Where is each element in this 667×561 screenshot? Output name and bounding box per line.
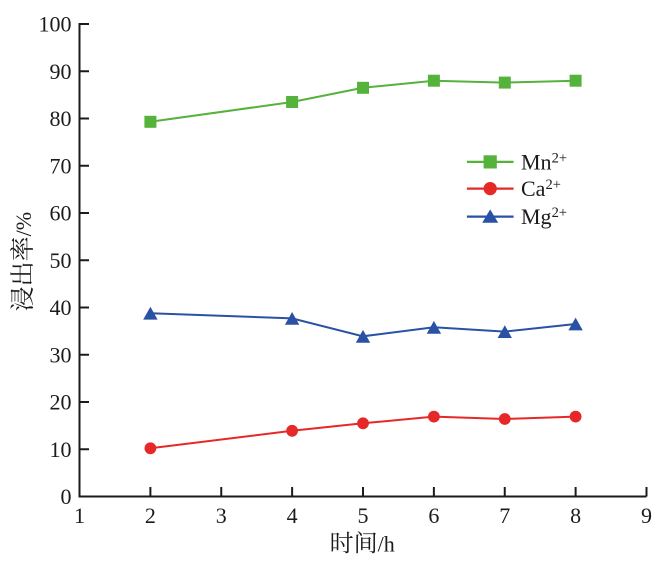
svg-text:6: 6 (428, 503, 439, 528)
svg-text:3: 3 (216, 503, 227, 528)
svg-text:90: 90 (50, 59, 72, 84)
svg-text:4: 4 (287, 503, 298, 528)
svg-text:/h: /h (378, 532, 395, 557)
svg-text:7: 7 (499, 503, 510, 528)
svg-text:/%: /% (11, 212, 36, 236)
svg-text:Mn2+: Mn2+ (521, 149, 567, 174)
svg-text:8: 8 (570, 503, 581, 528)
svg-text:0: 0 (61, 484, 72, 509)
svg-text:Ca2+: Ca2+ (521, 176, 561, 201)
svg-text:30: 30 (50, 342, 72, 367)
svg-text:60: 60 (50, 201, 72, 226)
svg-text:5: 5 (358, 503, 369, 528)
svg-text:50: 50 (50, 248, 72, 273)
svg-text:20: 20 (50, 390, 72, 415)
svg-text:100: 100 (39, 12, 72, 37)
svg-text:2: 2 (145, 503, 156, 528)
svg-text:40: 40 (50, 295, 72, 320)
svg-text:1: 1 (74, 503, 85, 528)
svg-text:80: 80 (50, 106, 72, 131)
svg-text:9: 9 (641, 503, 652, 528)
svg-text:10: 10 (50, 437, 72, 462)
svg-text:70: 70 (50, 153, 72, 178)
